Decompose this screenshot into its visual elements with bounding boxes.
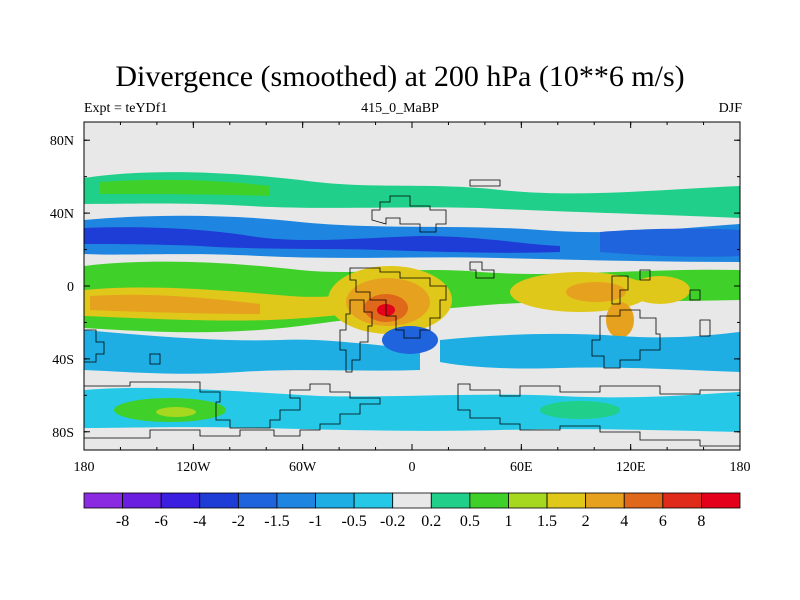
colorbar-label: 1 bbox=[504, 513, 512, 530]
colorbar-swatch bbox=[701, 492, 741, 509]
x-tick-label: 120E bbox=[616, 460, 646, 475]
y-axis: 80N 40N 0 40S 80S bbox=[50, 134, 740, 441]
y-tick-label: 40N bbox=[50, 207, 74, 222]
colorbar-swatch bbox=[315, 492, 355, 509]
sh-highlat-cyan bbox=[84, 387, 740, 432]
sh-highlat-green-east bbox=[540, 401, 620, 419]
colorbar: -8 -6 -4 -2 -1.5 -1 -0.5 -0.2 0.2 0.5 1 1.5 2 4 6 8 bbox=[83, 492, 741, 530]
colorbar-label: 4 bbox=[620, 513, 628, 530]
experiment-label: Expt = teYDf1 bbox=[84, 101, 168, 116]
y-tick-label: 80N bbox=[50, 134, 74, 149]
colorbar-label: 8 bbox=[697, 513, 705, 530]
colorbar-swatch bbox=[623, 492, 664, 509]
chart-title: Divergence (smoothed) at 200 hPa (10**6 … bbox=[115, 60, 685, 93]
colorbar-swatch bbox=[237, 492, 278, 509]
colorbar-label: 1.5 bbox=[537, 513, 557, 530]
colorbar-swatch bbox=[662, 492, 702, 509]
colorbar-swatch bbox=[469, 492, 509, 509]
sh-convergence-east bbox=[440, 332, 740, 372]
nh-positive-band bbox=[84, 172, 740, 218]
colorbar-label: 0.5 bbox=[460, 513, 480, 530]
colorbar-swatch bbox=[353, 492, 394, 509]
colorbar-label: -0.2 bbox=[380, 513, 405, 530]
nh-positive-core bbox=[100, 179, 270, 196]
io-positive-inner bbox=[566, 282, 626, 302]
coast-west bbox=[84, 329, 161, 365]
y-tick-label: 80S bbox=[52, 426, 74, 441]
contour-fills bbox=[84, 172, 740, 447]
colorbar-swatch bbox=[83, 492, 123, 509]
colorbar-label: 2 bbox=[582, 513, 590, 530]
coast-europe bbox=[371, 195, 447, 233]
colorbar-label: 6 bbox=[659, 513, 667, 530]
sh-convergence-band bbox=[84, 330, 420, 374]
colorbar-swatch bbox=[199, 492, 239, 509]
colorbar-label: -1.5 bbox=[264, 513, 289, 530]
colorbar-swatch bbox=[160, 492, 201, 509]
x-tick-label: 120W bbox=[176, 460, 211, 475]
colorbar-label: -6 bbox=[155, 513, 168, 530]
x-tick-label: 180 bbox=[74, 460, 95, 475]
coast-africa bbox=[349, 267, 447, 339]
nh-convergence-core bbox=[84, 227, 560, 253]
colorbar-swatch bbox=[585, 492, 625, 509]
coast-south-america bbox=[339, 299, 373, 373]
coast-arctic bbox=[469, 179, 501, 187]
wp-positive bbox=[630, 276, 690, 304]
colorbar-label: -8 bbox=[116, 513, 129, 530]
coastlines bbox=[84, 179, 740, 447]
colorbar-label: -0.5 bbox=[341, 513, 366, 530]
tropical-positive-high bbox=[90, 294, 260, 314]
coast-nz bbox=[689, 289, 711, 337]
sh-highlat-yellow bbox=[156, 407, 196, 417]
y-tick-label: 0 bbox=[67, 280, 74, 295]
nh-convergence-east bbox=[600, 228, 740, 257]
colorbar-label: -1 bbox=[309, 513, 322, 530]
colorbar-label: -2 bbox=[232, 513, 245, 530]
wp-positive-2 bbox=[606, 302, 634, 338]
colorbar-swatch bbox=[430, 492, 471, 509]
coast-australia bbox=[591, 309, 661, 369]
colorbar-swatch bbox=[276, 492, 316, 509]
colorbar-swatch bbox=[546, 492, 587, 509]
sh-convergence-core bbox=[382, 326, 438, 354]
colorbar-swatch bbox=[122, 492, 162, 509]
x-tick-label: 60W bbox=[289, 460, 317, 475]
x-tick-label: 0 bbox=[409, 460, 416, 475]
x-tick-label: 60E bbox=[510, 460, 533, 475]
y-tick-label: 40S bbox=[52, 353, 74, 368]
x-tick-label: 180 bbox=[730, 460, 751, 475]
colorbar-swatch bbox=[508, 492, 548, 509]
x-axis: 180 120W 60W 0 60E 120E 180 bbox=[74, 122, 751, 475]
period-label: 415_0_MaBP bbox=[361, 101, 439, 116]
colorbar-label: 0.2 bbox=[421, 513, 441, 530]
coast-asia-maritime bbox=[469, 261, 495, 279]
coast-indonesia bbox=[611, 269, 651, 305]
coast-antarctica bbox=[84, 381, 740, 447]
season-label: DJF bbox=[718, 101, 742, 116]
colorbar-swatch bbox=[392, 492, 432, 509]
colorbar-label: -4 bbox=[193, 513, 206, 530]
